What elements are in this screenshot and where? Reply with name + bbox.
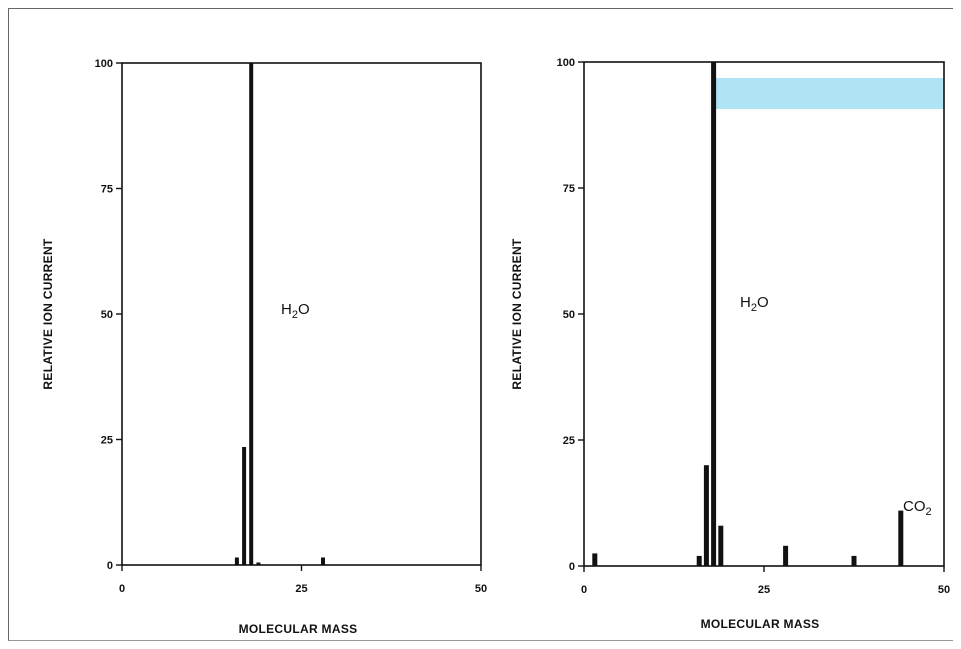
y-tick-label: 100 xyxy=(95,58,113,70)
x-tick-label: 0 xyxy=(119,583,125,595)
bar-mass-17 xyxy=(242,447,247,565)
bar-mass-18 xyxy=(249,63,254,565)
y-axis-title: RELATIVE ION CURRENT xyxy=(510,238,524,389)
bar-mass-28 xyxy=(783,545,789,566)
y-tick-label: 25 xyxy=(101,435,113,447)
h2o-annotation: H2O xyxy=(281,301,310,321)
y-tick-label: 100 xyxy=(557,57,575,69)
bar-mass-28 xyxy=(321,557,325,565)
y-tick-label: 50 xyxy=(563,309,575,321)
co2-annotation: CO2 xyxy=(903,498,932,518)
y-tick-label: 0 xyxy=(107,560,113,572)
x-axis-title: MOLECULAR MASS xyxy=(239,622,358,636)
bar-mass-17 xyxy=(703,465,709,566)
y-tick-label: 75 xyxy=(101,184,113,196)
bar-mass-19 xyxy=(256,562,261,565)
x-tick-label: 50 xyxy=(475,583,487,595)
bar-mass-16 xyxy=(234,557,239,565)
bar-mass-19 xyxy=(718,525,724,566)
bar-mass-37.5 xyxy=(851,555,857,566)
h2o-annotation: H2O xyxy=(740,294,769,314)
right-mass-spectrum-panel: 0 25 50 75 100 0 25 50 MOLECULAR MASS RELATIVE… xyxy=(510,57,950,631)
bar-mass-44 xyxy=(898,510,904,566)
y-tick-label: 0 xyxy=(569,561,575,573)
y-tick-label: 25 xyxy=(563,435,575,447)
figure-frame xyxy=(8,8,953,641)
x-tick-label: 25 xyxy=(758,584,770,596)
x-axis-title: MOLECULAR MASS xyxy=(701,617,820,631)
bar-mass-18 xyxy=(711,62,717,566)
x-tick-label: 0 xyxy=(581,584,587,596)
y-tick-label: 50 xyxy=(101,309,113,321)
left-mass-spectrum-panel: 0 25 50 75 100 0 25 50 MOLECULAR MASS RELATIVE… xyxy=(41,58,487,636)
bar-mass-16 xyxy=(696,555,702,566)
x-tick-label: 25 xyxy=(295,583,307,595)
plot-area-border xyxy=(583,61,945,567)
x-tick-label: 50 xyxy=(938,584,950,596)
highlight-band xyxy=(713,78,944,109)
bar-mass-1.5 xyxy=(592,553,598,566)
y-axis-title: RELATIVE ION CURRENT xyxy=(41,238,55,389)
y-tick-label: 75 xyxy=(563,183,575,195)
